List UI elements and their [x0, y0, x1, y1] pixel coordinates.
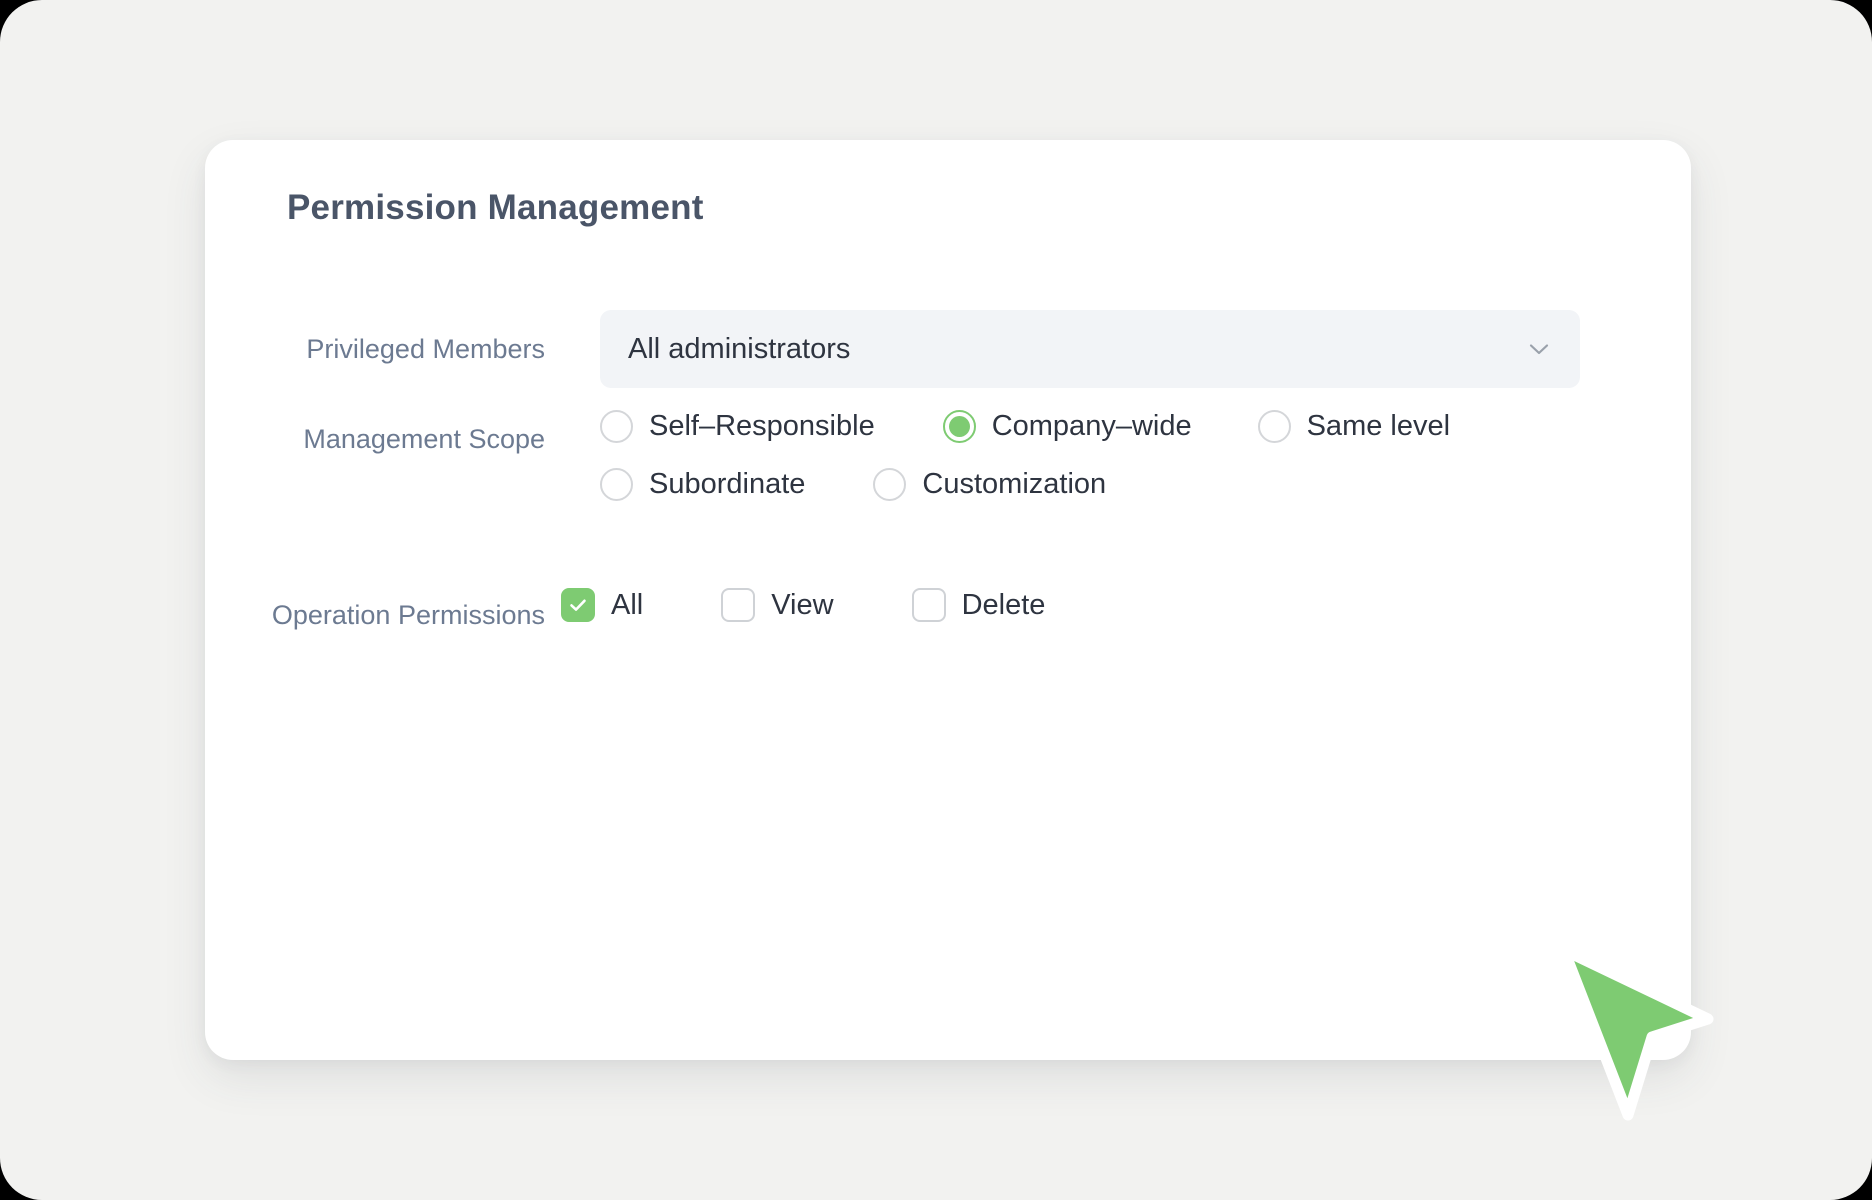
management-scope-radio-group: Self–Responsible Company–wide Same level: [600, 410, 1600, 501]
radio-company-wide[interactable]: Company–wide: [942, 410, 1192, 443]
checkbox-all[interactable]: All: [561, 588, 643, 622]
radio-self-responsible[interactable]: Self–Responsible: [600, 410, 875, 443]
privileged-members-select[interactable]: All administrators: [600, 310, 1580, 388]
radio-label: Self–Responsible: [649, 410, 875, 442]
radio-label: Subordinate: [649, 468, 806, 500]
radio-subordinate[interactable]: Subordinate: [600, 468, 805, 501]
field-row-management-scope: Management Scope Self–Responsible Compan…: [240, 410, 1600, 501]
page-title: Permission Management: [287, 188, 704, 227]
field-row-privileged-members: Privileged Members All administrators: [240, 310, 1580, 388]
radio-label: Company–wide: [991, 410, 1192, 442]
radio-row-primary: Self–Responsible Company–wide Same level: [600, 410, 1600, 443]
checkbox-delete[interactable]: Delete: [911, 588, 1046, 622]
radio-customization[interactable]: Customization: [873, 468, 1106, 501]
permission-management-card: Permission Management Privileged Members…: [205, 140, 1691, 1060]
privileged-members-value: All administrators: [628, 332, 851, 365]
radio-circle-icon: [600, 468, 633, 501]
radio-label: Same level: [1306, 410, 1451, 442]
radio-circle-icon: [1257, 410, 1291, 443]
operation-permissions-checkbox-group: All View Delete: [561, 588, 1045, 622]
checkbox-empty-icon: [721, 588, 756, 622]
management-scope-label: Management Scope: [303, 424, 545, 454]
checkbox-label: View: [771, 588, 834, 621]
radio-label: Customization: [922, 468, 1107, 500]
checkbox-label: All: [611, 588, 644, 621]
checkbox-label: Delete: [961, 588, 1046, 621]
radio-same-level[interactable]: Same level: [1257, 410, 1451, 443]
radio-row-secondary: Subordinate Customization: [600, 468, 1600, 501]
radio-circle-selected-icon: [942, 410, 976, 443]
privileged-members-label: Privileged Members: [306, 334, 545, 364]
radio-circle-icon: [873, 468, 907, 501]
radio-circle-icon: [600, 410, 633, 443]
checkbox-view[interactable]: View: [721, 588, 834, 622]
operation-permissions-label: Operation Permissions: [271, 600, 545, 630]
checkbox-empty-icon: [911, 588, 946, 622]
field-row-operation-permissions: Operation Permissions All: [240, 588, 1045, 632]
chevron-down-icon: [1526, 336, 1552, 362]
checkbox-checked-icon: [561, 588, 595, 622]
